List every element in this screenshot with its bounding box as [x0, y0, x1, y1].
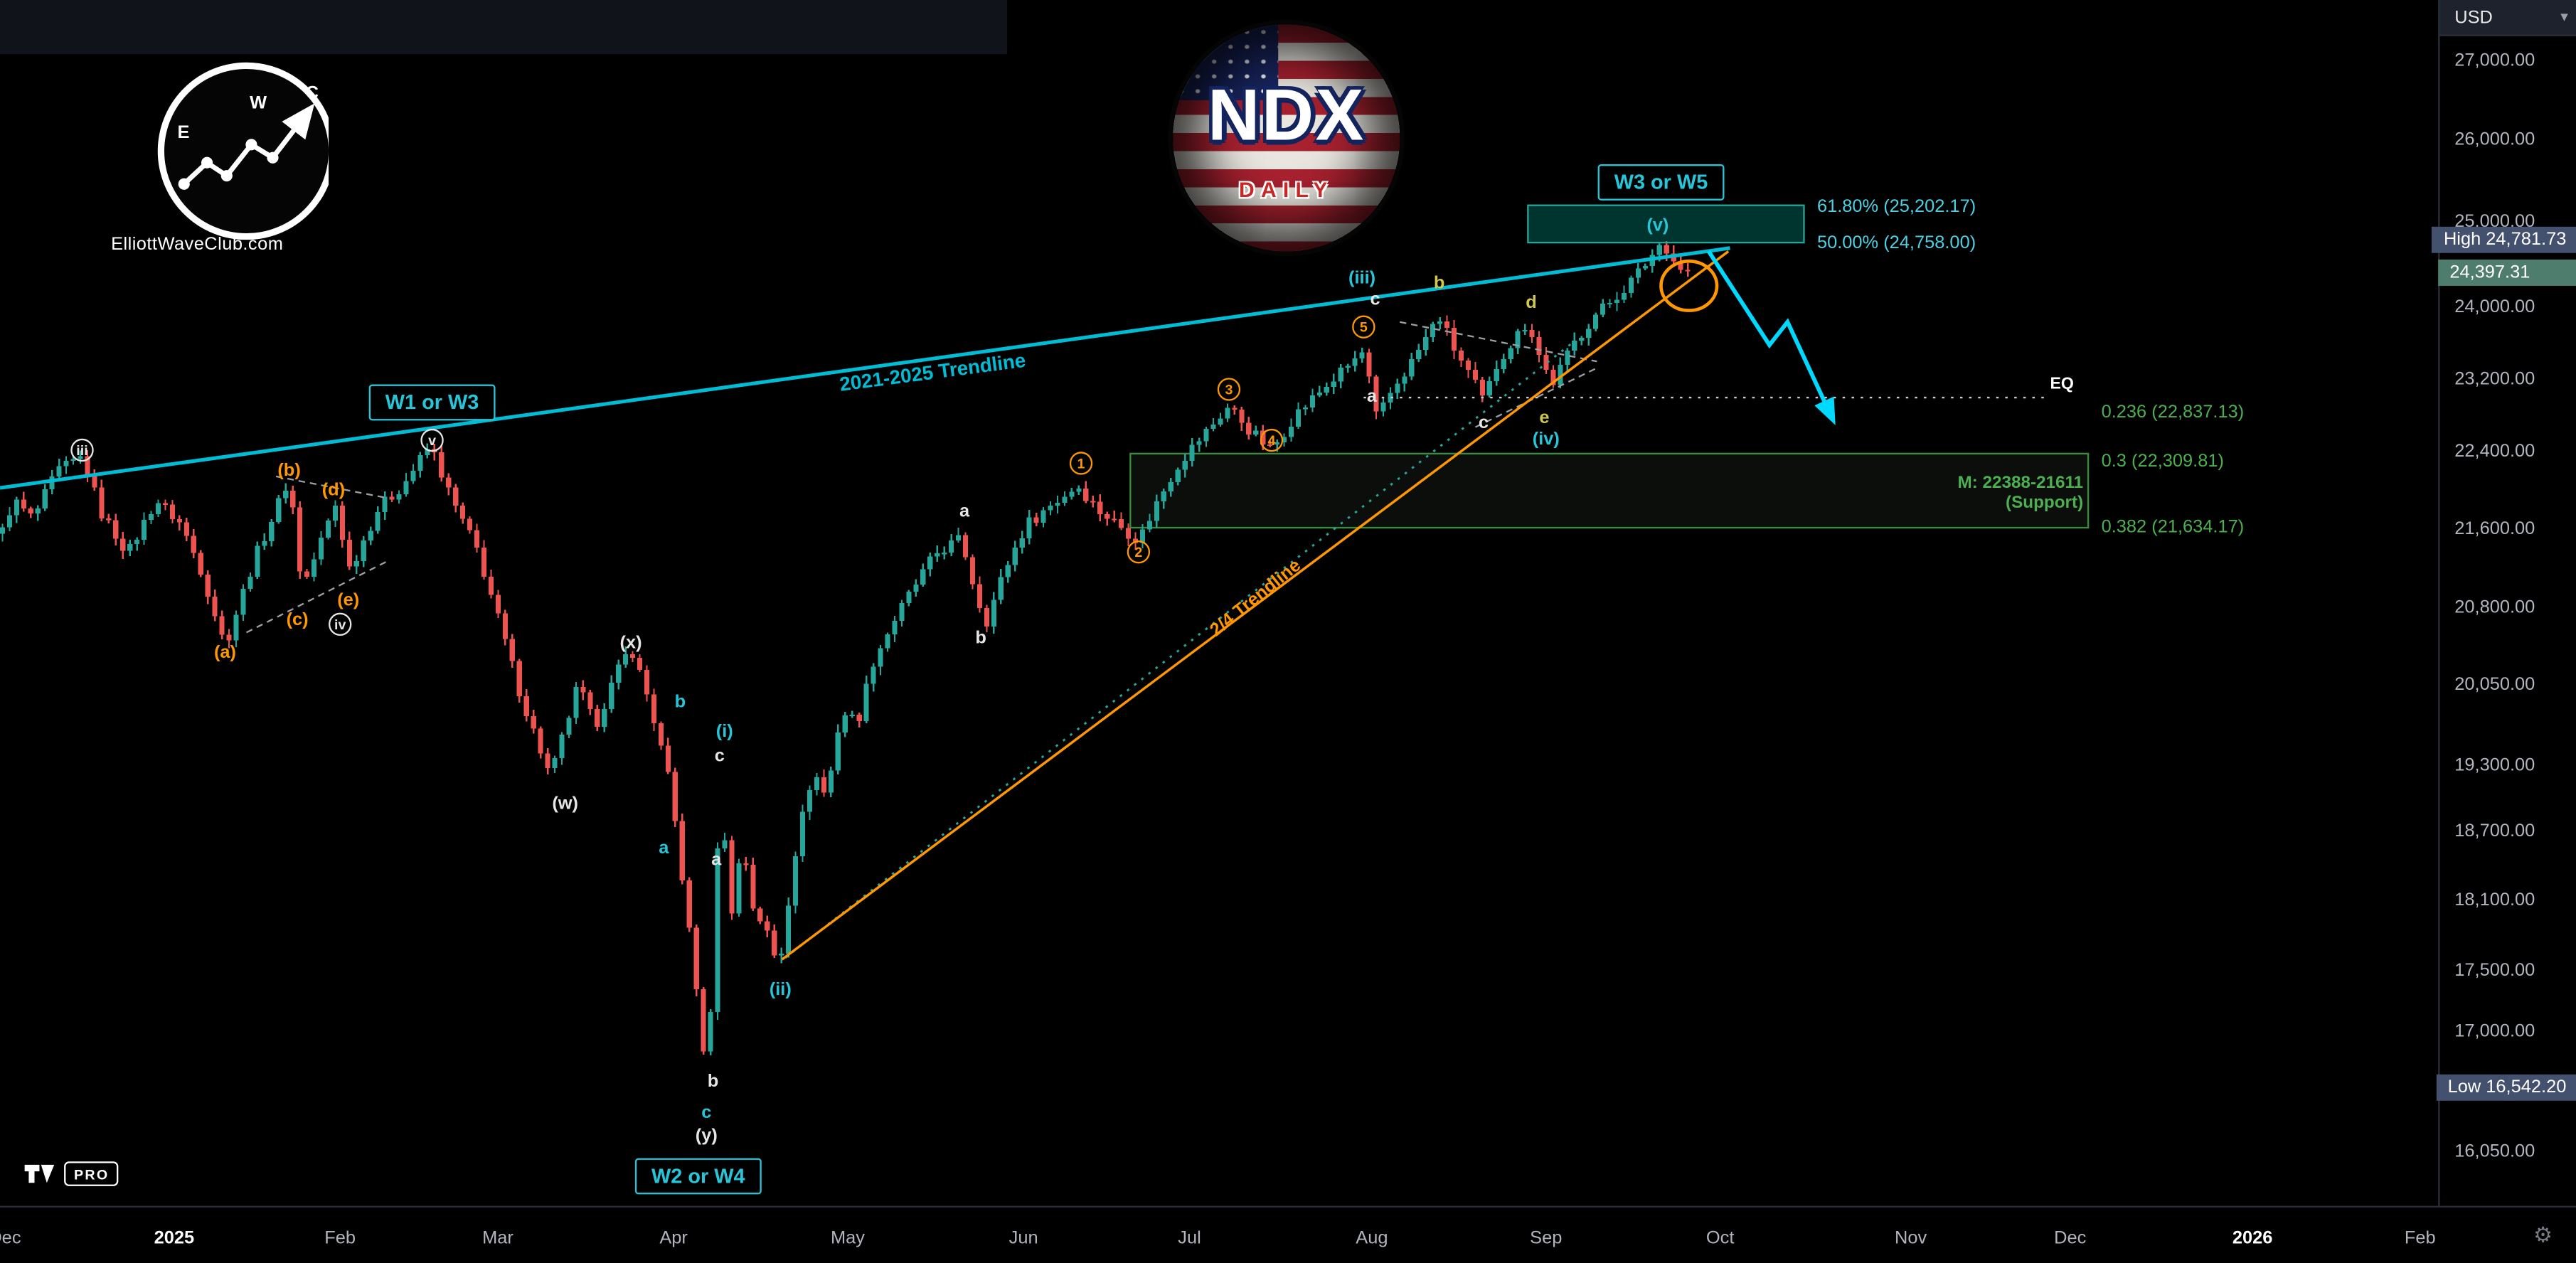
site-caption: ElliottWaveClub.com: [111, 235, 284, 255]
chart-canvas[interactable]: iii (a) (b) (c) (d) (e) iv v (w) (x) a b (i) c a b c (y)(…: [0, 0, 2438, 1206]
year-label: 2026: [2232, 1228, 2273, 1249]
month-label: Jul: [1178, 1228, 1201, 1249]
support-box[interactable]: [1129, 452, 2090, 529]
high-price-badge: High 24,781.73: [2432, 227, 2576, 254]
tradingview-logo[interactable]: PRO: [23, 1161, 119, 1186]
ndx-flag-logo: NDX DAILY: [1168, 19, 1405, 257]
trendline[interactable]: [0, 246, 1730, 490]
ewc-letter-e: E: [177, 122, 189, 142]
month-label: May: [830, 1228, 866, 1249]
time-axis[interactable]: Dec 2025 Feb Mar Apr May Jun Jul Aug Sep Oct Nov Dec…: [0, 1205, 2576, 1263]
projection-arrow[interactable]: [1707, 250, 1836, 425]
price-tick: 20,050.00: [2454, 675, 2535, 695]
timeframe-title: DAILY: [1239, 177, 1334, 203]
price-tick: 17,000.00: [2454, 1020, 2535, 1041]
month-label: Sep: [1530, 1228, 1563, 1249]
dashed-guide-line[interactable]: [275, 475, 387, 499]
trendline[interactable]: [781, 250, 1730, 961]
month-label: Oct: [1705, 1228, 1735, 1249]
month-label: Feb: [2404, 1228, 2436, 1249]
low-price-badge: Low 16,542.20: [2436, 1075, 2576, 1102]
month-label: Jun: [1008, 1228, 1038, 1249]
toolbar-strip: [0, 0, 1008, 55]
month-label: Aug: [1356, 1228, 1388, 1249]
price-tick: 21,600.00: [2454, 518, 2535, 539]
price-tick: 20,800.00: [2454, 597, 2535, 618]
price-tick: 23,200.00: [2454, 368, 2535, 389]
price-tick: 17,500.00: [2454, 960, 2535, 981]
dotted-guide-line[interactable]: [784, 341, 1575, 959]
price-tick: 18,100.00: [2454, 890, 2535, 910]
ewc-letter-c: C: [306, 83, 319, 103]
chevron-down-icon: ▾: [2560, 8, 2568, 25]
price-tick: 27,000.00: [2454, 50, 2535, 71]
currency-selector[interactable]: USD ▾: [2439, 0, 2576, 36]
price-tick: 24,000.00: [2454, 297, 2535, 318]
pro-badge: PRO: [64, 1161, 119, 1186]
last-price-badge: 24,397.31: [2438, 260, 2576, 287]
flag-circle-icon: [1168, 19, 1405, 257]
fib-target-box[interactable]: [1527, 204, 1805, 244]
month-label: Dec: [2054, 1228, 2087, 1249]
ewc-letter-w: W: [250, 92, 267, 112]
month-label: Dec: [0, 1228, 21, 1249]
month-label: Mar: [482, 1228, 513, 1249]
dashed-guide-line[interactable]: [245, 561, 387, 634]
tradingview-mark-icon: [24, 1164, 55, 1183]
month-label: Apr: [659, 1228, 688, 1249]
price-tick: 22,400.00: [2454, 442, 2535, 463]
gear-icon[interactable]: ⚙: [2533, 1222, 2553, 1247]
month-label: Feb: [324, 1228, 356, 1249]
symbol-title: NDX: [1208, 75, 1366, 156]
dashed-guide-line[interactable]: [1399, 321, 1597, 363]
year-label: 2025: [154, 1228, 195, 1249]
month-label: Nov: [1895, 1228, 1927, 1249]
price-tick: 26,000.00: [2454, 129, 2535, 150]
highlight-ellipse[interactable]: [1659, 259, 1719, 312]
price-tick: 19,300.00: [2454, 755, 2535, 775]
price-tick: 18,700.00: [2454, 821, 2535, 841]
currency-label: USD: [2454, 7, 2493, 28]
candlesticks: [0, 240, 1691, 1056]
price-tick: 16,050.00: [2454, 1141, 2535, 1162]
chart-plot[interactable]: [0, 0, 2438, 1206]
price-axis[interactable]: USD ▾ 27,000.00 26,000.00 25,000.00 24,000.…: [2432, 0, 2576, 1206]
